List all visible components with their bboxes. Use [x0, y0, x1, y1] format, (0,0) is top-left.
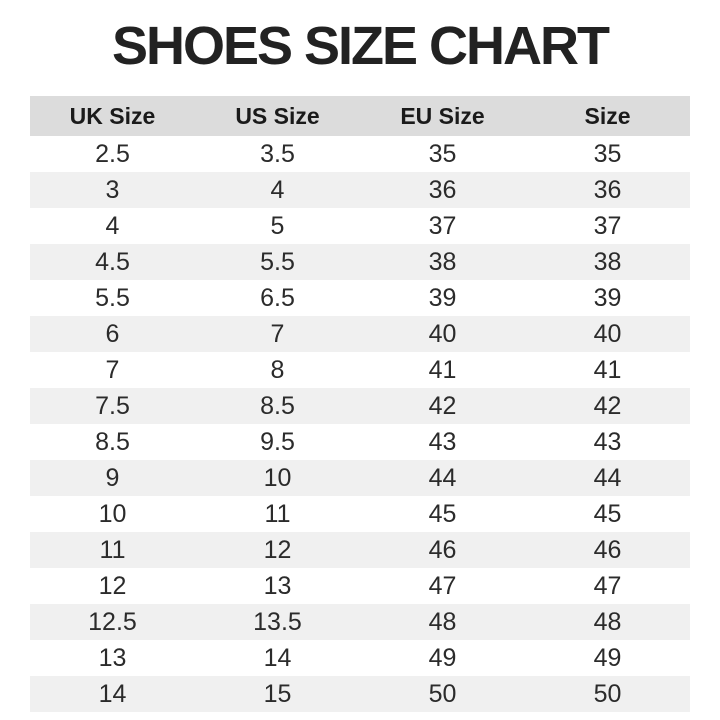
table-cell: 40	[525, 316, 690, 352]
table-cell: 8	[270, 355, 285, 384]
table-cell: 4.5	[30, 244, 195, 280]
table-row: 2.5 3.5 35 35	[30, 136, 690, 172]
table-cell: 49	[593, 643, 622, 672]
table-cell: 7.5	[30, 388, 195, 424]
table-cell: 5.5	[95, 283, 130, 312]
table-row: 11 12 46 46	[30, 532, 690, 568]
size-table: UK Size US Size EU Size Size 2.5 3.5 35 35 3…	[30, 96, 690, 712]
table-cell: 43	[593, 427, 622, 456]
table-cell: 9.5	[260, 427, 295, 456]
size-table-header: UK Size US Size EU Size Size	[30, 96, 690, 136]
size-table-body: 2.5 3.5 35 35 3 4 36 36 4 5 37 37 4.5 5.5 38 38 5.5 6.5 39…	[30, 136, 690, 712]
table-cell: 48	[360, 604, 525, 640]
table-cell: 46	[360, 532, 525, 568]
table-cell: 35	[428, 139, 457, 168]
table-row: 12 13 47 47	[30, 568, 690, 604]
table-cell: 43	[428, 427, 457, 456]
table-cell: 8.5	[195, 388, 360, 424]
table-cell: 38	[525, 244, 690, 280]
column-header-size: Size	[525, 96, 690, 136]
table-cell: 36	[525, 172, 690, 208]
table-cell: 41	[593, 355, 622, 384]
table-cell: 12	[98, 571, 127, 600]
table-cell: 11	[30, 532, 195, 568]
table-cell: 46	[525, 532, 690, 568]
table-cell: 37	[428, 211, 457, 240]
table-cell: 38	[360, 244, 525, 280]
table-cell: 6.5	[260, 283, 295, 312]
table-cell: 12	[195, 532, 360, 568]
table-cell: 40	[360, 316, 525, 352]
page-title: SHOES SIZE CHART	[111, 16, 610, 76]
column-header-eu-size: EU Size	[360, 96, 525, 136]
table-cell: 36	[360, 172, 525, 208]
table-row: 13 14 49 49	[30, 640, 690, 676]
table-cell: 8.5	[95, 427, 130, 456]
table-cell: 44	[360, 460, 525, 496]
table-cell: 11	[264, 499, 291, 528]
table-cell: 49	[428, 643, 457, 672]
table-cell: 15	[195, 676, 360, 712]
table-cell: 7	[195, 316, 360, 352]
table-row: 14 15 50 50	[30, 676, 690, 712]
table-cell: 45	[428, 499, 457, 528]
table-row: 8.5 9.5 43 43	[30, 424, 690, 460]
table-cell: 3.5	[260, 139, 295, 168]
table-cell: 13.5	[195, 604, 360, 640]
table-row: 7.5 8.5 42 42	[30, 388, 690, 424]
column-header-us-size: US Size	[195, 96, 360, 136]
table-cell: 37	[593, 211, 622, 240]
table-cell: 10	[98, 499, 127, 528]
table-cell: 7	[105, 355, 120, 384]
table-row: 4 5 37 37	[30, 208, 690, 244]
table-cell: 42	[525, 388, 690, 424]
table-cell: 50	[525, 676, 690, 712]
table-row: 3 4 36 36	[30, 172, 690, 208]
table-cell: 4	[195, 172, 360, 208]
table-cell: 14	[30, 676, 195, 712]
table-cell: 4	[105, 211, 120, 240]
table-row: 7 8 41 41	[30, 352, 690, 388]
table-row: 12.5 13.5 48 48	[30, 604, 690, 640]
table-cell: 44	[525, 460, 690, 496]
table-row: 9 10 44 44	[30, 460, 690, 496]
table-cell: 35	[593, 139, 622, 168]
table-cell: 9	[30, 460, 195, 496]
table-cell: 13	[263, 571, 292, 600]
table-cell: 14	[263, 643, 292, 672]
table-cell: 50	[360, 676, 525, 712]
table-cell: 3	[30, 172, 195, 208]
table-cell: 6	[30, 316, 195, 352]
table-cell: 39	[428, 283, 457, 312]
table-row: 6 7 40 40	[30, 316, 690, 352]
table-cell: 13	[98, 643, 127, 672]
table-row: 10 11 45 45	[30, 496, 690, 532]
table-row: 5.5 6.5 39 39	[30, 280, 690, 316]
table-cell: 47	[428, 571, 457, 600]
table-cell: 47	[593, 571, 622, 600]
table-cell: 2.5	[95, 139, 130, 168]
table-cell: 5	[270, 211, 285, 240]
table-row: 4.5 5.5 38 38	[30, 244, 690, 280]
table-cell: 48	[525, 604, 690, 640]
table-cell: 12.5	[30, 604, 195, 640]
table-cell: 45	[593, 499, 622, 528]
table-cell: 41	[428, 355, 457, 384]
header-row: UK Size US Size EU Size Size	[30, 96, 690, 136]
table-cell: 10	[195, 460, 360, 496]
table-cell: 5.5	[195, 244, 360, 280]
table-cell: 42	[360, 388, 525, 424]
table-cell: 39	[593, 283, 622, 312]
column-header-uk-size: UK Size	[30, 96, 195, 136]
